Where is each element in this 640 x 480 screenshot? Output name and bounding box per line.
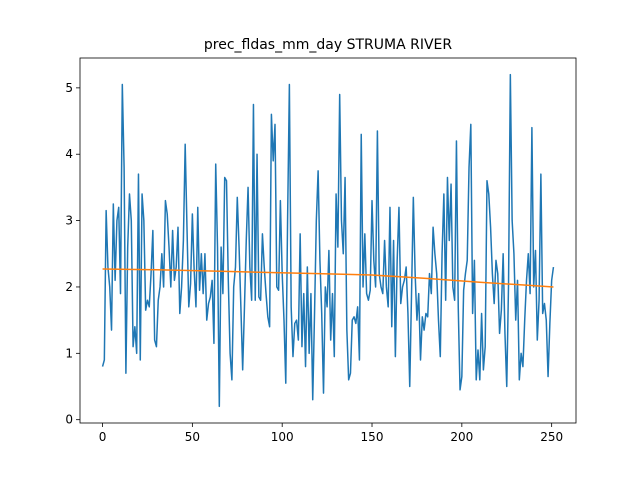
x-tick-label: 150 bbox=[361, 430, 384, 444]
y-tick-label: 5 bbox=[65, 81, 73, 95]
series-line bbox=[102, 268, 554, 288]
y-tick-label: 4 bbox=[65, 147, 73, 161]
y-tick-label: 0 bbox=[65, 413, 73, 427]
x-tick-label: 250 bbox=[540, 430, 563, 444]
series-line bbox=[101, 73, 555, 408]
chart-title: prec_fldas_mm_day STRUMA RIVER bbox=[204, 37, 452, 53]
x-tick-label: 100 bbox=[271, 430, 294, 444]
y-tick-label: 1 bbox=[65, 346, 73, 360]
x-tick-label: 50 bbox=[185, 430, 200, 444]
y-tick-label: 3 bbox=[65, 214, 73, 228]
x-tick-label: 0 bbox=[99, 430, 107, 444]
y-tick-label: 2 bbox=[65, 280, 73, 294]
axes-frame bbox=[79, 57, 577, 424]
x-tick-label: 200 bbox=[450, 430, 473, 444]
